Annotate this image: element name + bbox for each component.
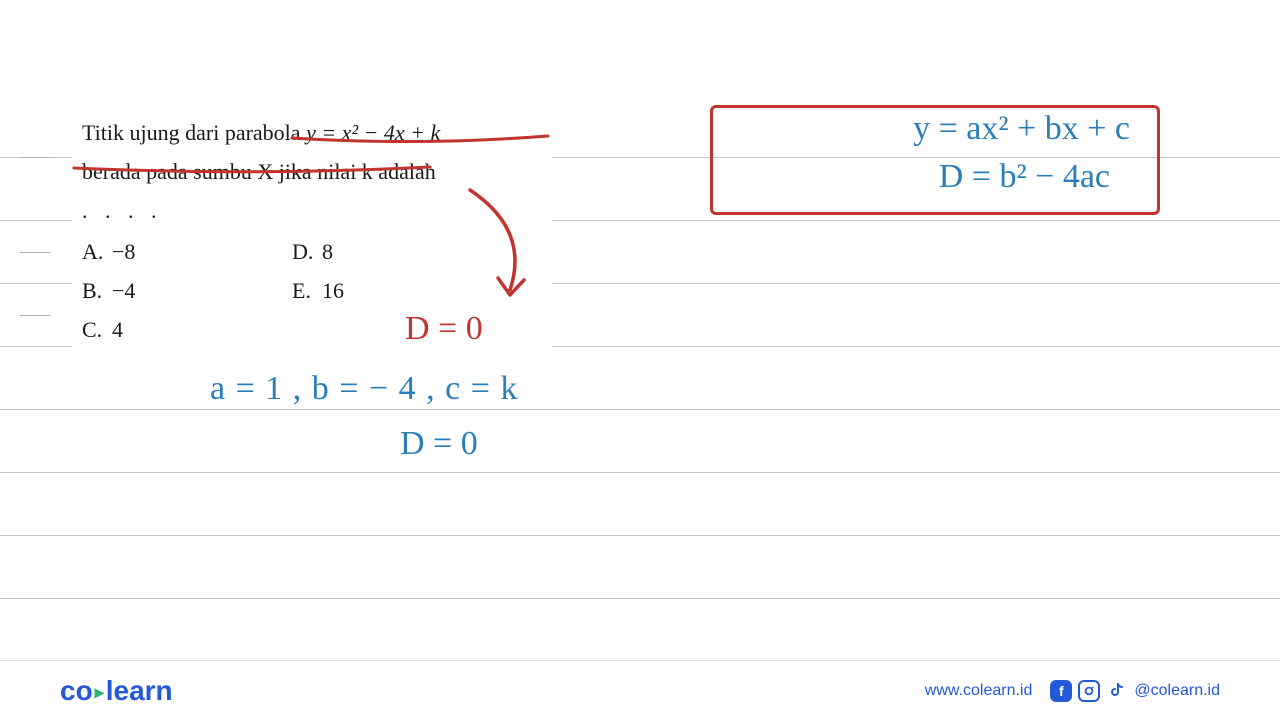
annotation-d-zero-red: D = 0 — [405, 310, 483, 348]
option-b: B.−4 — [82, 274, 262, 307]
footer-bar: co▸learn www.colearn.id f @colearn.id — [0, 660, 1280, 720]
annotation-d-zero-blue: D = 0 — [400, 425, 478, 463]
social-icons: f @colearn.id — [1050, 680, 1220, 702]
brand-logo: co▸learn — [60, 675, 173, 707]
logo-dot-icon: ▸ — [95, 682, 104, 702]
option-e: E.16 — [292, 274, 472, 307]
facebook-icon: f — [1050, 680, 1072, 702]
annotation-abc: a = 1 , b = − 4 , c = k — [210, 370, 518, 408]
formula-line-2: D = b² − 4ac — [939, 158, 1110, 196]
footer-website: www.colearn.id — [925, 682, 1033, 700]
question-line-2: berada pada sumbu X jika nilai k adalah — [82, 155, 542, 188]
question-equation: y = x² − 4x + k — [306, 120, 440, 145]
option-a: A.−8 — [82, 235, 262, 268]
instagram-icon — [1078, 680, 1100, 702]
logo-co: co — [60, 675, 93, 706]
option-d: D.8 — [292, 235, 472, 268]
question-line-1: Titik ujung dari parabola y = x² − 4x + … — [82, 116, 542, 149]
logo-learn: learn — [106, 675, 173, 706]
option-c: C.4 — [82, 313, 262, 346]
formula-line-1: y = ax² + bx + c — [913, 110, 1130, 148]
footer-right: www.colearn.id f @colearn.id — [925, 680, 1220, 702]
footer-handle: @colearn.id — [1134, 682, 1220, 700]
question-prefix: Titik ujung dari parabola — [82, 120, 306, 145]
tiktok-icon — [1106, 680, 1128, 702]
question-dots: . . . . — [82, 194, 542, 227]
